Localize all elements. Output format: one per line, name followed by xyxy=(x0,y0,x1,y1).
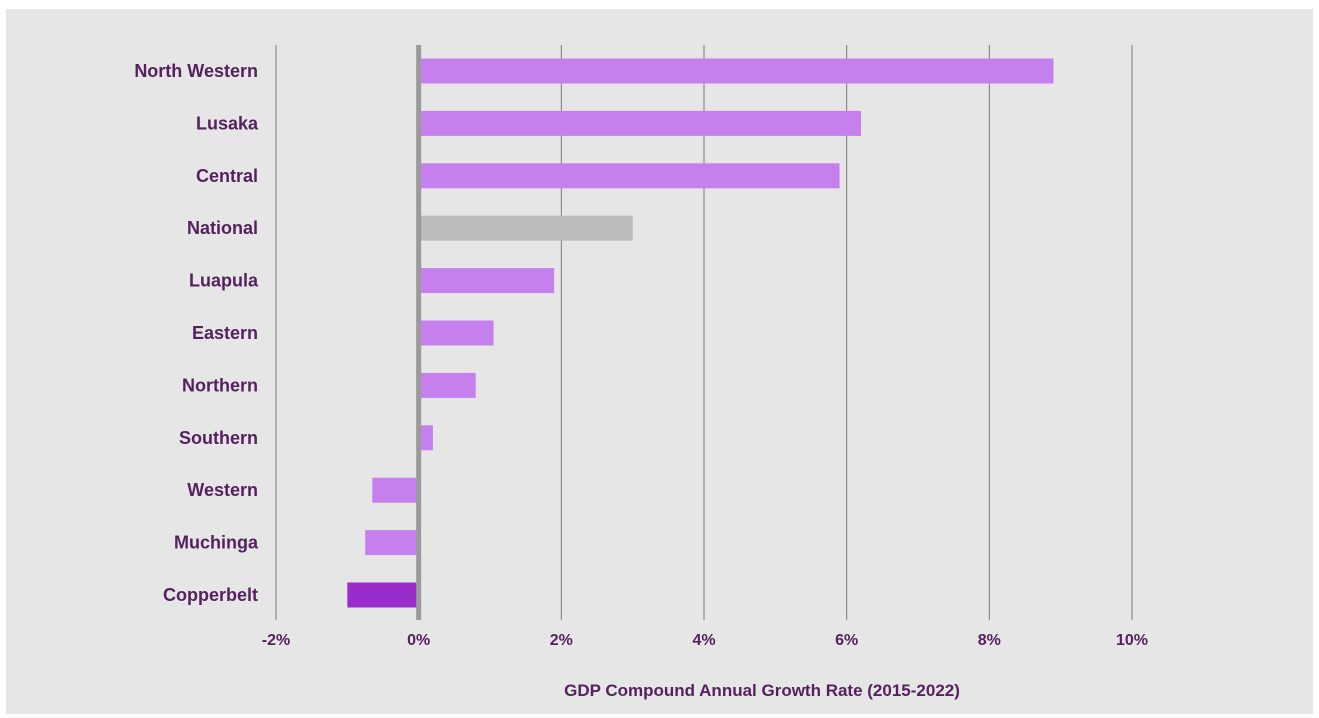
bar-northern xyxy=(418,372,476,398)
bar-copperbelt xyxy=(347,582,419,608)
category-label: Eastern xyxy=(192,323,258,343)
category-label: Central xyxy=(196,166,258,186)
category-label: Lusaka xyxy=(196,113,259,133)
bar-southern xyxy=(418,425,433,451)
bar-muchinga xyxy=(365,530,419,556)
gridlines xyxy=(275,45,1133,620)
bar-central xyxy=(418,163,840,189)
x-tick-labels: -2% 0% 2% 4% 6% 8% 10% xyxy=(262,632,1148,649)
x-tick-label: 2% xyxy=(550,632,573,649)
bar-eastern xyxy=(418,320,494,346)
category-label: Luapula xyxy=(189,271,259,291)
x-tick-label: -2% xyxy=(262,632,290,649)
category-label: Northern xyxy=(182,375,258,395)
x-tick-label: 0% xyxy=(407,632,430,649)
category-label: Southern xyxy=(179,428,258,448)
category-labels: North Western Lusaka Central National Luapul… xyxy=(134,61,259,605)
x-tick-label: 8% xyxy=(978,632,1001,649)
category-label: Western xyxy=(187,480,258,500)
category-label: North Western xyxy=(134,61,258,81)
bars xyxy=(347,58,1054,608)
bar-north-western xyxy=(418,58,1054,84)
category-label: National xyxy=(187,218,258,238)
bar-national xyxy=(418,215,633,241)
x-tick-label: 10% xyxy=(1116,632,1148,649)
x-axis-title: GDP Compound Annual Growth Rate (2015-20… xyxy=(564,681,960,700)
category-label: Muchinga xyxy=(174,533,259,553)
bar-western xyxy=(372,477,419,503)
category-label: Copperbelt xyxy=(163,585,258,605)
x-tick-label: 6% xyxy=(835,632,858,649)
bar-luapula xyxy=(418,268,555,294)
x-tick-label: 4% xyxy=(692,632,715,649)
bar-lusaka xyxy=(418,110,861,136)
